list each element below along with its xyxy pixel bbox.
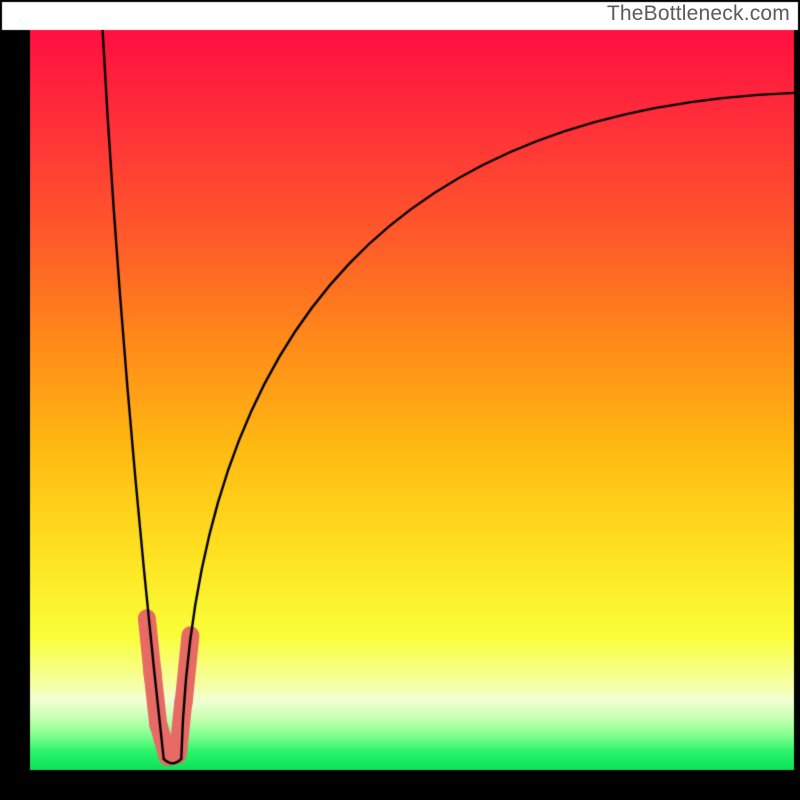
bottleneck-curve-plot: [0, 0, 800, 800]
